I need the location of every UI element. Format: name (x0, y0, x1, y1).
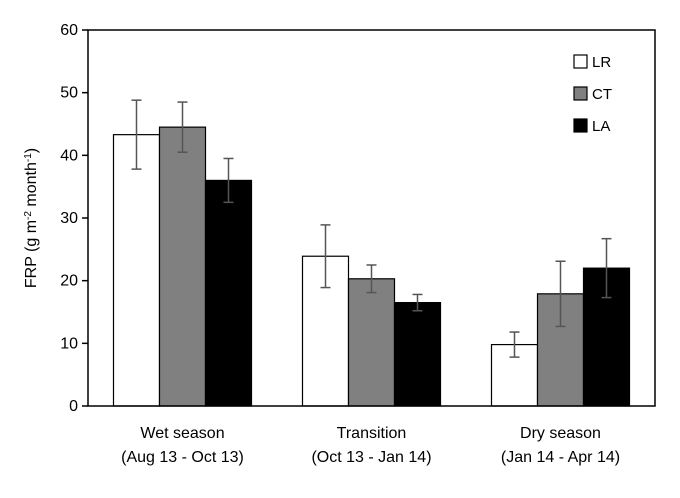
category-label: (Oct 13 - Jan 14) (311, 449, 431, 466)
legend: LR CT LA (573, 54, 612, 135)
y-tick-label: 40 (60, 147, 78, 164)
category-label: (Jan 14 - Apr 14) (501, 449, 620, 466)
legend-swatch-ct (573, 86, 588, 101)
bars (112, 126, 631, 407)
category-label: Dry season (520, 425, 601, 442)
y-tick-label: 10 (60, 335, 78, 352)
plot-frame (87, 29, 656, 407)
y-axis-title: FRP (g m-2 month-1) (23, 148, 41, 288)
legend-swatch-lr (573, 54, 588, 69)
legend-label-la: LA (592, 118, 610, 135)
y-tick-label: 0 (69, 398, 78, 415)
bar-la (204, 179, 253, 407)
category-label: (Aug 13 - Oct 13) (121, 449, 244, 466)
category-labels: Wet season (Aug 13 - Oct 13) Transition (Oc… (121, 425, 620, 466)
bar-ct (158, 126, 207, 407)
y-tick-label: 50 (60, 85, 78, 102)
legend-swatch-la (573, 118, 588, 133)
y-tick-label: 60 (60, 22, 78, 39)
category-label: Wet season (140, 425, 224, 442)
category-label: Transition (337, 425, 407, 442)
y-tick-label: 20 (60, 273, 78, 290)
legend-label-lr: LR (592, 54, 611, 71)
bar-la (393, 302, 442, 407)
y-axis-label: FRP (g m-2 month-1) (23, 148, 41, 288)
y-axis-ticks: 0 10 20 30 40 50 60 (60, 22, 88, 415)
bar-lr (112, 134, 161, 407)
error-bars (131, 99, 612, 358)
bar-ct (347, 278, 396, 407)
legend-label-ct: CT (592, 86, 612, 103)
y-tick-label: 30 (60, 210, 78, 227)
